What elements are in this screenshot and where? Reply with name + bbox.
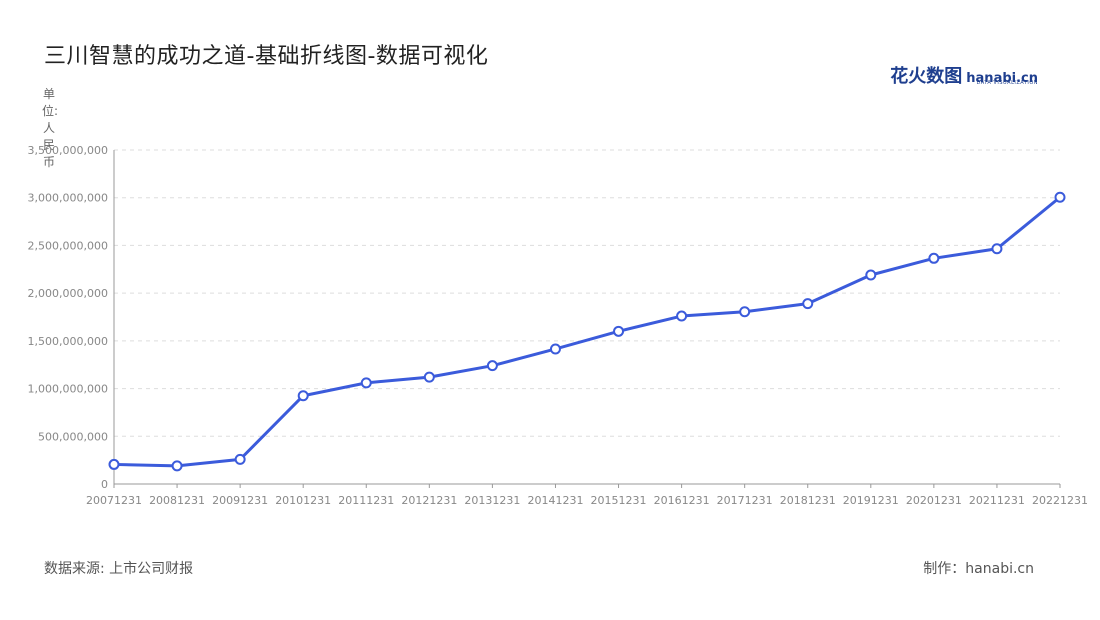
brand-logo-en: hanabi.cn (966, 71, 1038, 86)
credit: 制作：hanabi.cn (923, 561, 1034, 577)
x-tick-label: 20211231 (969, 494, 1025, 507)
x-tick-label: 20181231 (780, 494, 836, 507)
x-tick-label: 20191231 (843, 494, 899, 507)
y-tick-label: 2,000,000,000 (28, 287, 108, 300)
data-point (171, 460, 183, 472)
data-point (928, 252, 940, 264)
data-source: 数据来源: 上市公司财报 (44, 561, 194, 577)
data-points (108, 191, 1066, 472)
x-tick-label: 20171231 (717, 494, 773, 507)
data-point (802, 298, 814, 310)
x-tick-label: 20201231 (906, 494, 962, 507)
y-tick-label: 0 (101, 478, 108, 491)
brand-logo-sub: DATA VISUALIZATION (976, 80, 1038, 86)
series-line-path (113, 196, 1061, 468)
data-point (613, 325, 625, 337)
x-tick-label: 20091231 (212, 494, 268, 507)
series-line (113, 196, 1061, 468)
data-point (297, 390, 309, 402)
data-point (234, 453, 246, 465)
chart-title: 三川智慧的成功之道-基础折线图-数据可视化 (44, 44, 489, 69)
data-point (676, 310, 688, 322)
grid-lines (114, 149, 1060, 437)
x-tick-label: 20081231 (149, 494, 205, 507)
brand-logo-cn: 花火数图 (890, 66, 963, 87)
x-tick-label: 20111231 (338, 494, 394, 507)
data-point (549, 343, 561, 355)
x-tick-label: 20121231 (401, 494, 457, 507)
x-tick-label: 20071231 (86, 494, 142, 507)
y-tick-label: 3,000,000,000 (28, 192, 108, 205)
x-tick-label: 20151231 (591, 494, 647, 507)
data-point (865, 269, 877, 281)
y-axis-unit-label: 单位:人民币 (42, 87, 59, 169)
data-point (423, 371, 435, 383)
y-tick-label: 3,500,000,000 (28, 144, 108, 157)
x-tick-label: 20221231 (1032, 494, 1088, 507)
y-tick-label: 1,500,000,000 (28, 335, 108, 348)
y-tick-label: 500,000,000 (38, 430, 108, 443)
y-tick-labels: 0 500,000,000 1,000,000,000 1,500,000,000 2,… (28, 144, 108, 491)
x-tick-label: 20131231 (464, 494, 520, 507)
data-point (486, 360, 498, 372)
x-tick-label: 20101231 (275, 494, 331, 507)
x-tick-label: 20141231 (527, 494, 583, 507)
y-tick-label: 1,000,000,000 (28, 383, 108, 396)
data-point (360, 377, 372, 389)
x-tick-label: 20161231 (654, 494, 710, 507)
brand-logo: 花火数图 hanabi.cn DATA VISUALIZATION (890, 62, 1038, 88)
data-point (1054, 191, 1066, 203)
data-point (991, 243, 1003, 255)
data-point (739, 306, 751, 318)
data-point (108, 458, 120, 470)
axes (113, 150, 1061, 488)
x-tick-labels: 20071231 20081231 20091231 20101231 20111231… (86, 494, 1088, 507)
y-tick-label: 2,500,000,000 (28, 239, 108, 252)
